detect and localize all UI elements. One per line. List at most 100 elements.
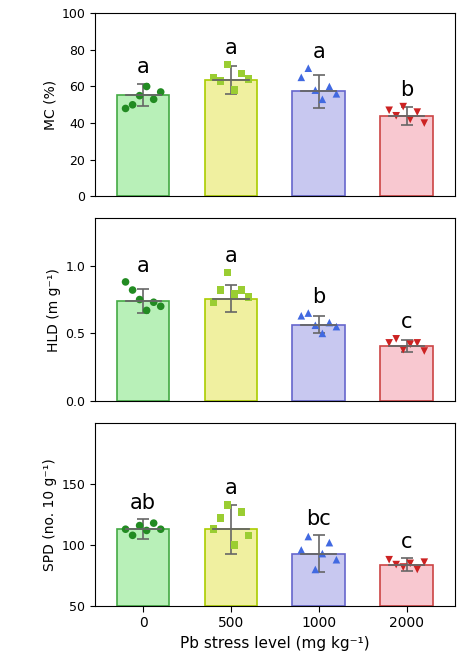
Point xyxy=(136,294,144,305)
Point xyxy=(298,72,305,83)
Point xyxy=(400,101,407,112)
Point xyxy=(245,530,252,541)
Point xyxy=(217,76,224,87)
Point xyxy=(304,63,312,73)
Point xyxy=(224,500,231,510)
Point xyxy=(392,111,400,121)
Point xyxy=(143,81,150,92)
Point xyxy=(210,524,217,535)
Point xyxy=(319,328,326,339)
Point xyxy=(400,561,407,572)
Point xyxy=(400,344,407,355)
Point xyxy=(157,301,164,312)
Text: a: a xyxy=(312,42,325,62)
Point xyxy=(413,564,421,575)
Point xyxy=(311,564,319,575)
Text: a: a xyxy=(225,246,237,266)
Point xyxy=(238,507,246,517)
Point xyxy=(333,89,340,99)
Y-axis label: SPD (no. 10 g⁻¹): SPD (no. 10 g⁻¹) xyxy=(43,458,57,571)
Point xyxy=(238,284,246,295)
Text: a: a xyxy=(225,478,237,498)
Point xyxy=(385,338,393,348)
Text: bc: bc xyxy=(307,509,331,529)
Bar xyxy=(117,95,170,196)
Text: a: a xyxy=(137,57,149,77)
Text: a: a xyxy=(225,38,237,58)
Text: ab: ab xyxy=(130,493,156,513)
Bar xyxy=(205,80,257,196)
Bar xyxy=(380,116,433,196)
Point xyxy=(304,531,312,542)
Bar xyxy=(292,324,345,401)
Point xyxy=(231,289,238,300)
Bar xyxy=(292,91,345,196)
Point xyxy=(136,520,144,531)
Bar xyxy=(117,301,170,401)
Point xyxy=(224,267,231,278)
X-axis label: Pb stress level (mg kg⁻¹): Pb stress level (mg kg⁻¹) xyxy=(180,636,370,651)
Point xyxy=(122,524,129,535)
Point xyxy=(150,297,157,308)
Bar xyxy=(205,529,257,606)
Point xyxy=(420,118,428,129)
Point xyxy=(406,339,414,350)
Point xyxy=(157,87,164,97)
Point xyxy=(122,276,129,287)
Point xyxy=(326,317,333,328)
Point xyxy=(224,59,231,70)
Point xyxy=(298,545,305,555)
Point xyxy=(231,85,238,95)
Point xyxy=(333,554,340,565)
Point xyxy=(333,321,340,332)
Bar xyxy=(292,553,345,606)
Point xyxy=(319,548,326,559)
Bar xyxy=(205,299,257,401)
Point xyxy=(392,334,400,344)
Point xyxy=(245,74,252,85)
Point xyxy=(129,284,137,295)
Point xyxy=(210,72,217,83)
Point xyxy=(304,308,312,318)
Bar xyxy=(380,565,433,606)
Point xyxy=(413,107,421,117)
Bar xyxy=(380,346,433,401)
Point xyxy=(210,297,217,308)
Point xyxy=(217,513,224,523)
Text: c: c xyxy=(401,532,412,552)
Point xyxy=(136,91,144,101)
Text: c: c xyxy=(401,312,412,332)
Point xyxy=(420,557,428,567)
Point xyxy=(319,94,326,105)
Point xyxy=(129,99,137,110)
Point xyxy=(385,554,393,565)
Point xyxy=(406,114,414,125)
Point xyxy=(413,338,421,348)
Point xyxy=(217,284,224,295)
Text: b: b xyxy=(400,80,413,100)
Point xyxy=(326,537,333,548)
Point xyxy=(129,530,137,541)
Point xyxy=(122,103,129,114)
Point xyxy=(326,81,333,92)
Point xyxy=(150,517,157,528)
Point xyxy=(245,292,252,302)
Point xyxy=(298,310,305,321)
Text: a: a xyxy=(137,256,149,276)
Text: b: b xyxy=(312,286,326,306)
Point xyxy=(385,105,393,116)
Point xyxy=(231,539,238,550)
Point xyxy=(157,524,164,535)
Point xyxy=(392,559,400,570)
Point xyxy=(420,346,428,356)
Point xyxy=(143,305,150,316)
Y-axis label: MC (%): MC (%) xyxy=(43,80,57,130)
Point xyxy=(406,558,414,569)
Point xyxy=(143,525,150,535)
Point xyxy=(238,69,246,79)
Y-axis label: HLD (m g⁻¹): HLD (m g⁻¹) xyxy=(47,268,61,352)
Point xyxy=(311,320,319,330)
Point xyxy=(150,94,157,105)
Bar xyxy=(117,529,170,606)
Point xyxy=(311,85,319,95)
